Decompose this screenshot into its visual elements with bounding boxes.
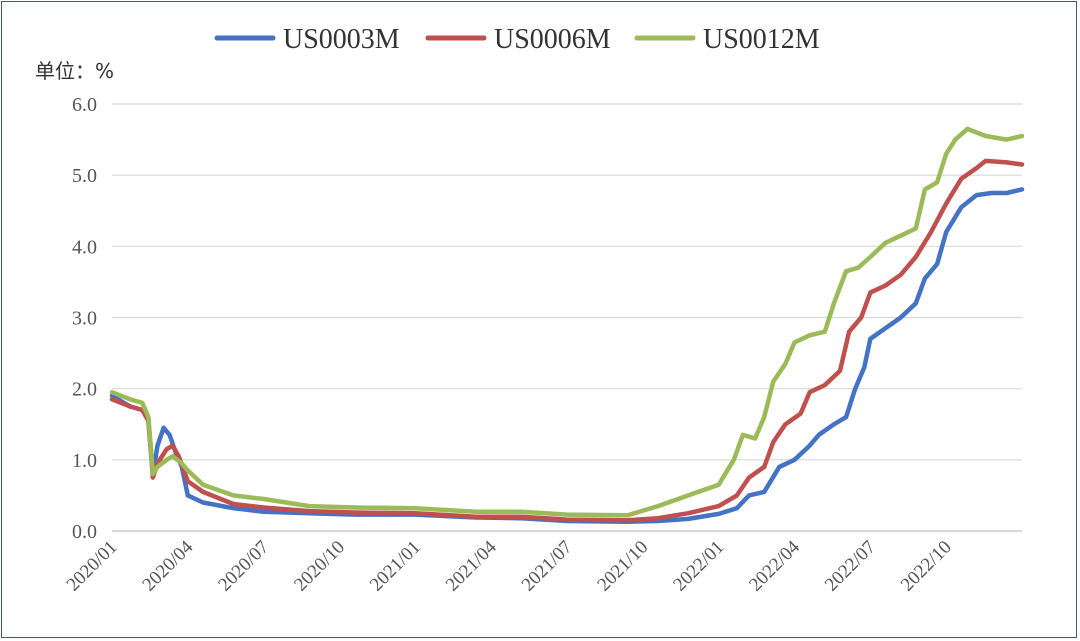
gridlines	[112, 103, 1022, 532]
x-tick-label: 2021/10	[593, 537, 652, 596]
y-tick-label: 5.0	[72, 165, 97, 187]
x-axis-ticks: 2020/01 2020/04 2020/07 2020/10 2021/01 2021/…	[63, 536, 956, 595]
legend-label-us0003m: US0003M	[283, 24, 400, 55]
y-axis-ticks: 0.0 1.0 2.0 3.0 4.0 5.0 6.0	[72, 94, 97, 543]
series-line-us0006m	[109, 158, 1025, 523]
legend-label-us0012m: US0012M	[703, 24, 820, 55]
series-line-us0012m	[109, 126, 1025, 518]
x-tick-label: 2020/04	[138, 536, 197, 595]
y-tick-label: 2.0	[72, 379, 97, 401]
x-tick-label: 2020/01	[63, 537, 122, 596]
series-lines	[109, 126, 1025, 524]
x-tick-label: 2020/07	[214, 537, 273, 596]
legend: US0003M US0006M US0012M	[214, 24, 820, 55]
y-tick-label: 6.0	[72, 94, 97, 116]
legend-label-us0006m: US0006M	[494, 24, 611, 55]
x-tick-label: 2022/07	[821, 537, 880, 596]
y-tick-label: 4.0	[72, 236, 97, 258]
series-line-us0003m	[109, 187, 1025, 524]
x-tick-label: 2022/04	[745, 536, 804, 595]
y-tick-label: 3.0	[72, 308, 97, 330]
x-tick-label: 2020/10	[290, 537, 349, 596]
x-tick-label: 2021/04	[442, 536, 501, 595]
x-tick-label: 2022/10	[897, 537, 956, 596]
x-tick-label: 2021/01	[366, 537, 425, 596]
y-tick-label: 0.0	[72, 521, 97, 543]
y-axis-unit-label: 单位：%	[35, 59, 114, 83]
x-tick-label: 2022/01	[669, 537, 728, 596]
y-tick-label: 1.0	[72, 450, 97, 472]
x-tick-label: 2021/07	[518, 537, 577, 596]
